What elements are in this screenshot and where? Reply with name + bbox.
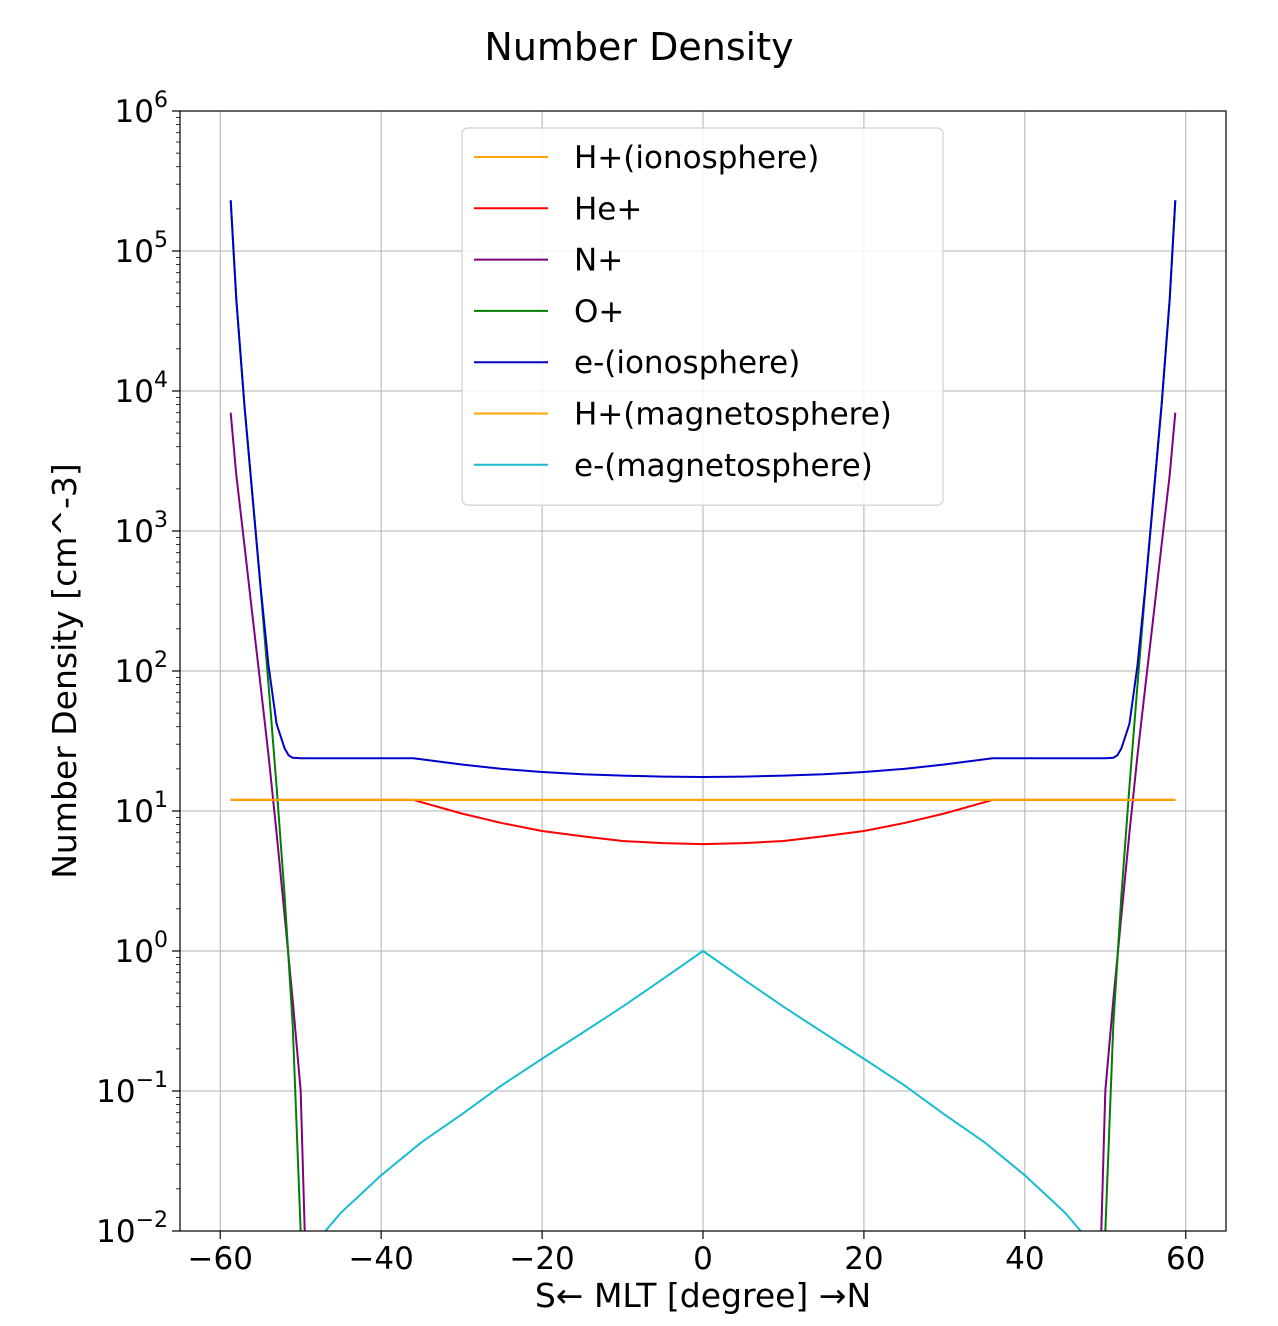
y-tick-label: 102	[115, 648, 168, 690]
x-tick-label: −20	[509, 1241, 574, 1277]
y-tick-label: 10−2	[96, 1208, 168, 1250]
y-tick-base: 10	[115, 934, 154, 970]
x-tick-label: 60	[1166, 1241, 1205, 1277]
legend-box	[461, 127, 944, 506]
y-tick-base: 10	[115, 514, 154, 550]
y-tick-label: 10−1	[96, 1068, 168, 1110]
series-layer	[229, 200, 1177, 1231]
y-tick-label: 105	[115, 228, 168, 270]
y-tick-base: 10	[115, 794, 154, 830]
legend-label: H+(magnetosphere)	[574, 397, 892, 433]
legend-label: He+	[574, 191, 642, 227]
y-tick-label: 101	[115, 788, 168, 830]
chart-title: Number Density	[484, 25, 793, 69]
y-tick-exponent: 5	[154, 228, 168, 253]
y-tick-exponent: 3	[154, 508, 168, 533]
series-line-e-magnetosphere-6	[324, 950, 1082, 1231]
legend-label: O+	[574, 294, 624, 330]
x-tick-label: 40	[1005, 1241, 1044, 1277]
y-tick-exponent: −1	[136, 1068, 168, 1093]
y-tick-base: 10	[115, 234, 154, 270]
x-axis-ticks: −60 −40 −20 0 20 40 60	[188, 1231, 1205, 1277]
y-tick-exponent: 4	[154, 368, 168, 393]
y-axis-label: Number Density [cm^-3]	[45, 463, 84, 879]
x-tick-label: 20	[844, 1241, 883, 1277]
y-tick-exponent: 1	[154, 788, 168, 813]
x-tick-label: 0	[693, 1241, 713, 1277]
y-tick-base: 10	[96, 1214, 135, 1250]
y-tick-base: 10	[115, 94, 154, 130]
y-tick-base: 10	[115, 654, 154, 690]
x-axis-label: S← MLT [degree] →N	[535, 1276, 871, 1315]
legend-label: e-(magnetosphere)	[574, 448, 873, 484]
y-tick-label: 103	[115, 508, 168, 550]
y-tick-exponent: 0	[154, 928, 168, 953]
series-line-e-ionosphere-4	[229, 200, 1177, 778]
series-line-he-1	[230, 798, 1176, 846]
legend-label: e-(ionosphere)	[574, 345, 800, 381]
y-tick-label: 104	[115, 368, 168, 410]
y-tick-base: 10	[115, 374, 154, 410]
series-line-n-2	[229, 412, 1177, 1231]
legend-label: N+	[574, 243, 623, 279]
legend-label: H+(ionosphere)	[574, 140, 819, 176]
y-tick-exponent: −2	[136, 1208, 168, 1233]
y-tick-base: 10	[96, 1074, 135, 1110]
y-tick-exponent: 6	[154, 88, 168, 113]
x-tick-label: −60	[188, 1241, 253, 1277]
legend: H+(ionosphere) He+ N+ O+ e-(ionosphere) H+(ma…	[461, 127, 944, 506]
y-tick-exponent: 2	[154, 648, 168, 673]
y-tick-label: 106	[115, 88, 168, 130]
y-tick-label: 100	[115, 928, 168, 970]
x-tick-label: −40	[348, 1241, 413, 1277]
